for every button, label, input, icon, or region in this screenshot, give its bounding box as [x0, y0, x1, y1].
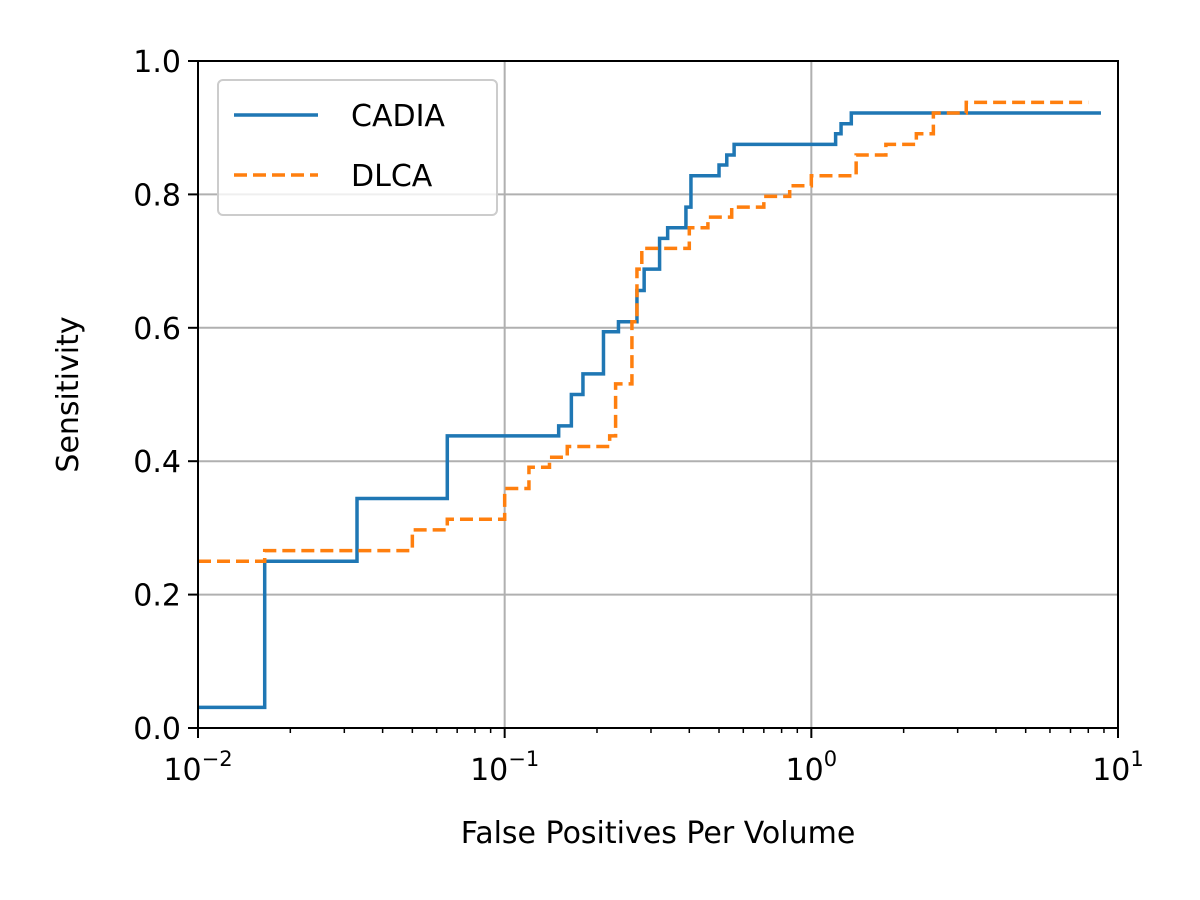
series-lines: [198, 100, 1101, 710]
legend-label-cadia: CADIA: [351, 99, 445, 134]
x-tick-exponent: 0: [824, 747, 837, 771]
x-tick-exponent: −2: [202, 747, 233, 771]
legend-label-dlca: DLCA: [351, 159, 433, 194]
y-tick-label: 0.4: [133, 445, 181, 480]
series-line-dlca: [198, 100, 1089, 563]
x-tick-label: 10−2: [163, 747, 232, 788]
y-tick-label: 1.0: [133, 45, 181, 80]
x-axis-label: False Positives Per Volume: [461, 816, 856, 851]
x-tick-exponent: 1: [1130, 747, 1143, 771]
legend: CADIA DLCA: [217, 79, 498, 216]
y-tick-label: 0.0: [133, 712, 181, 747]
y-tick-label: 0.2: [133, 579, 181, 614]
x-tick-exponent: −1: [508, 747, 539, 771]
plot-frame: [197, 60, 1119, 729]
y-axis-label: Sensitivity: [51, 316, 86, 472]
series-line-cadia: [198, 111, 1101, 710]
y-tick-label: 0.6: [133, 312, 181, 347]
y-tick-label: 0.8: [133, 178, 181, 213]
